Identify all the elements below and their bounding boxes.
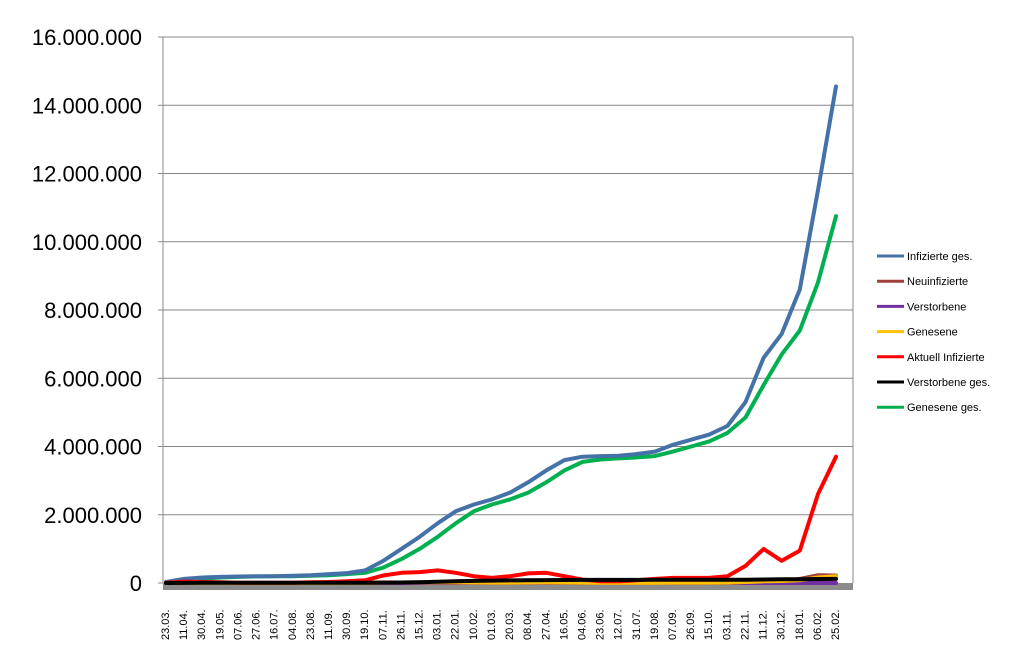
x-tick-label: 22.11. bbox=[739, 610, 751, 640]
y-tick-label: 16.000.000 bbox=[32, 25, 142, 50]
x-tick-label: 18.01. bbox=[794, 609, 806, 640]
x-tick-label: 06.02. bbox=[812, 609, 824, 640]
y-tick-label: 12.000.000 bbox=[32, 162, 142, 187]
y-tick-label: 0 bbox=[130, 571, 142, 596]
x-tick-label: 04.06. bbox=[576, 609, 588, 640]
x-tick-label: 03.01. bbox=[432, 609, 444, 640]
x-tick-label: 15.10. bbox=[703, 609, 715, 640]
x-tick-label: 12.07. bbox=[613, 609, 625, 640]
legend-label: Genesene bbox=[907, 327, 958, 339]
y-tick-label: 14.000.000 bbox=[32, 93, 142, 118]
legend-label: Neuinfizierte bbox=[907, 276, 968, 288]
x-tick-label: 20.03. bbox=[504, 609, 516, 640]
series-line-infizierte-ges- bbox=[164, 84, 838, 584]
x-tick-label: 07.09. bbox=[667, 609, 679, 640]
series-line-genesene-ges- bbox=[164, 214, 838, 585]
x-tick-label: 11.04. bbox=[178, 610, 190, 640]
gridlines bbox=[158, 36, 854, 590]
y-tick-label: 10.000.000 bbox=[32, 230, 142, 255]
x-tick-label: 11.09. bbox=[323, 610, 335, 640]
x-tick-label: 22.01. bbox=[450, 609, 462, 640]
x-tick-label: 25.02. bbox=[830, 609, 842, 640]
x-axis-ticks: 23.03. 11.04. 30.04. 19.05. 07.06. 27.06. 16.0… bbox=[160, 609, 842, 640]
x-tick-label: 26.11. bbox=[395, 610, 407, 640]
x-tick-label: 31.07. bbox=[631, 609, 643, 640]
x-tick-label: 15.12. bbox=[414, 609, 426, 640]
x-tick-label: 30.12. bbox=[776, 609, 788, 640]
x-tick-label: 03.11. bbox=[721, 610, 733, 640]
series-line-verstorbene-ges- bbox=[164, 576, 838, 585]
legend-label: Genesene ges. bbox=[907, 402, 982, 414]
x-tick-label: 10.02. bbox=[468, 609, 480, 640]
x-tick-label: 27.06. bbox=[251, 609, 263, 640]
y-tick-label: 4.000.000 bbox=[44, 435, 142, 460]
x-tick-label: 27.04. bbox=[540, 609, 552, 640]
y-tick-label: 2.000.000 bbox=[44, 503, 142, 528]
x-tick-label: 26.09. bbox=[685, 609, 697, 640]
x-tick-label: 23.08. bbox=[305, 609, 317, 640]
legend-label: Verstorbene bbox=[907, 301, 966, 313]
y-tick-label: 6.000.000 bbox=[44, 366, 142, 391]
x-tick-label: 30.04. bbox=[196, 609, 208, 640]
legend: Infizierte ges. Neuinfizierte Verstorbene G… bbox=[877, 251, 990, 414]
x-tick-label: 07.11. bbox=[377, 610, 389, 640]
x-tick-label: 19.05. bbox=[214, 609, 226, 640]
x-tick-label: 11.12. bbox=[758, 610, 770, 640]
y-tick-label: 8.000.000 bbox=[44, 298, 142, 323]
x-tick-label: 23.03. bbox=[160, 609, 172, 640]
series-lines bbox=[164, 84, 838, 585]
x-tick-label: 30.09. bbox=[341, 609, 353, 640]
x-tick-label: 16.05. bbox=[558, 609, 570, 640]
x-tick-label: 08.04. bbox=[522, 609, 534, 640]
y-axis-ticks: 0 2.000.000 4.000.000 6.000.000 8.000.000 10.… bbox=[32, 25, 142, 596]
x-tick-label: 19.08. bbox=[649, 609, 661, 640]
legend-label: Infizierte ges. bbox=[907, 251, 972, 263]
x-tick-label: 01.03. bbox=[486, 609, 498, 640]
x-tick-label: 04.08. bbox=[287, 609, 299, 640]
legend-label: Verstorbene ges. bbox=[907, 377, 990, 389]
x-tick-label: 16.07. bbox=[269, 609, 281, 640]
x-tick-label: 07.06. bbox=[232, 609, 244, 640]
series-line-aktuell-infizierte bbox=[164, 454, 838, 585]
x-tick-label: 19.10. bbox=[359, 609, 371, 640]
x-tick-label: 23.06. bbox=[595, 609, 607, 640]
legend-label: Aktuell Infizierte bbox=[907, 352, 985, 364]
x-axis-floor bbox=[163, 583, 853, 590]
